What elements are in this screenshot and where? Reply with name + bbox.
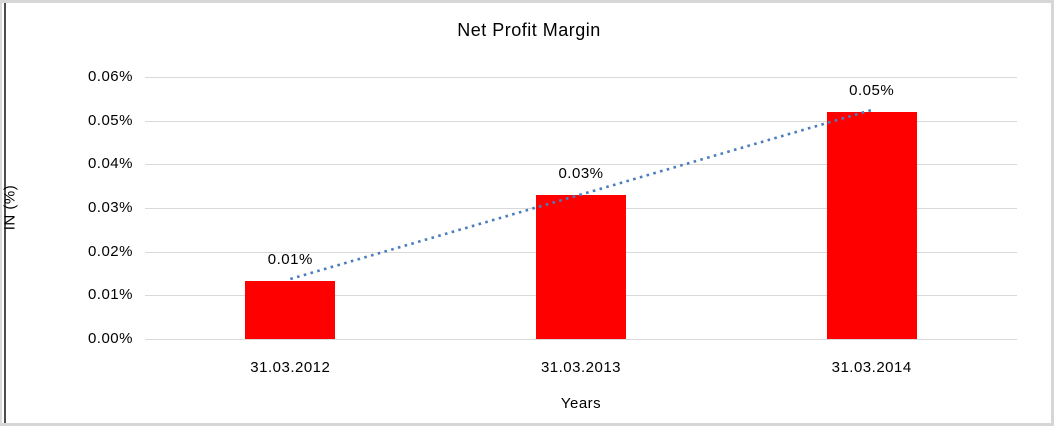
x-tick-label: 31.03.2013 xyxy=(540,359,622,376)
gridline xyxy=(145,77,1017,78)
chart-title: Net Profit Margin xyxy=(457,20,601,40)
x-tick-label: 31.03.2012 xyxy=(250,359,331,376)
y-tick-label: 0.05% xyxy=(87,111,133,129)
y-tick-label: 0.06% xyxy=(87,68,133,85)
y-tick-label: 0.04% xyxy=(87,155,133,173)
bar xyxy=(826,112,917,339)
bar xyxy=(245,281,336,339)
y-axis-title: IN (%) xyxy=(1,184,19,231)
y-tick-label: 0.01% xyxy=(87,286,133,304)
bar-value-label: 0.05% xyxy=(849,82,895,99)
y-tick-label: 0.00% xyxy=(87,330,133,347)
bar xyxy=(536,195,626,339)
x-axis-title: Years xyxy=(560,395,602,412)
y-tick-label: 0.02% xyxy=(87,242,133,260)
gridline xyxy=(145,339,1017,340)
y-tick-label: 0.03% xyxy=(87,199,133,216)
bar-value-label: 0.01% xyxy=(267,251,313,268)
bar-value-label: 0.03% xyxy=(558,165,604,182)
x-tick-label: 31.03.2014 xyxy=(831,359,912,376)
left-border-line xyxy=(4,3,6,423)
